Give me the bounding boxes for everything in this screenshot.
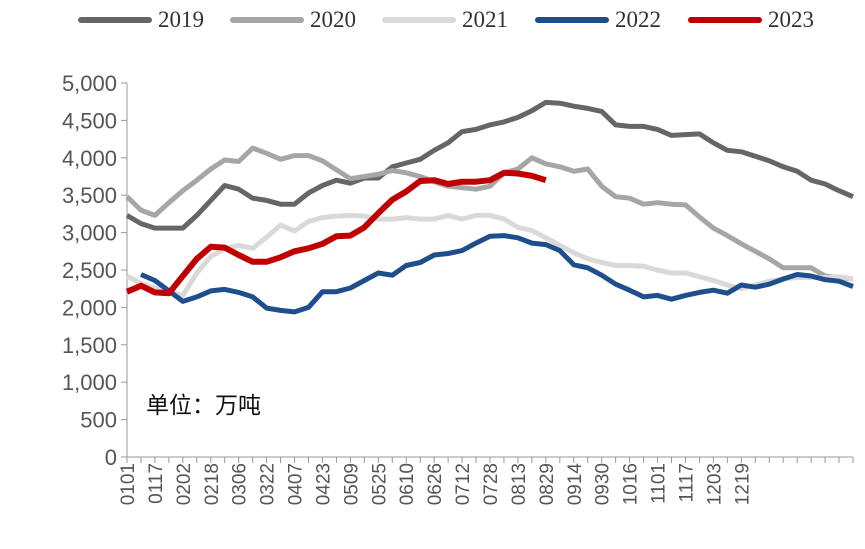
x-tick-label: 0930: [593, 463, 614, 505]
legend-label: 2023: [768, 7, 814, 32]
series-lines: [125, 99, 854, 315]
x-tick-label: 0202: [174, 463, 195, 505]
x-tick-label: 0117: [146, 463, 167, 504]
legend-label: 2020: [310, 7, 356, 32]
legend-swatch: [230, 17, 304, 23]
x-tick-label: 0914: [565, 463, 586, 506]
y-tick-label: 4,500: [62, 108, 117, 133]
y-tick-label: 4,000: [62, 146, 117, 171]
y-tick-label: 0: [105, 445, 117, 470]
y-tick-label: 1,000: [62, 370, 117, 395]
x-tick-label: 0610: [397, 463, 418, 505]
legend-item-2020: 2020: [230, 4, 356, 36]
legend-label: 2021: [462, 7, 508, 32]
x-tick-label: 0813: [509, 463, 530, 505]
legend-label: 2022: [615, 7, 661, 32]
y-tick-label: 2,500: [62, 258, 117, 283]
x-tick-label: 0101: [118, 463, 139, 505]
legend: 2019 2020 2021 2022 2023: [0, 4, 865, 36]
x-tick-label: 0509: [341, 463, 362, 505]
legend-swatch: [382, 17, 456, 23]
x-tick-label: 0423: [313, 463, 334, 505]
legend-item-2021: 2021: [382, 4, 508, 36]
x-tick-label: 1117: [676, 463, 697, 502]
x-tick-label: 0218: [202, 463, 223, 505]
legend-item-2022: 2022: [535, 4, 661, 36]
y-tick-label: 5,000: [62, 71, 117, 96]
axes: 0 500 1,000 1,500 2,000 2,500 3,000 3,500 4,000 4…: [62, 71, 854, 506]
legend-item-2023: 2023: [688, 4, 814, 36]
x-tick-label: 0712: [453, 463, 474, 505]
legend-swatch: [688, 17, 762, 23]
series-line-2022: [140, 233, 854, 315]
x-tick-label: 0322: [258, 463, 279, 505]
x-tick-label: 1101: [649, 463, 670, 504]
legend-swatch: [535, 17, 609, 23]
legend-item-2019: 2019: [78, 4, 204, 36]
series-line-2019: [125, 99, 854, 231]
unit-label: 单位：万吨: [146, 393, 261, 419]
x-tick-label: 0728: [481, 463, 502, 505]
x-tick-label: 0306: [230, 463, 251, 505]
x-tick-label: 0525: [369, 463, 390, 505]
series-line-2021: [125, 212, 854, 298]
x-tick-label: 1016: [621, 463, 642, 505]
x-tick-label: 0829: [537, 463, 558, 505]
y-tick-label: 3,500: [62, 183, 117, 208]
y-tick-label: 3,000: [62, 221, 117, 246]
series-line-2023: [125, 169, 547, 297]
legend-swatch: [78, 17, 152, 23]
legend-label: 2019: [158, 7, 204, 32]
y-tick-label: 1,500: [62, 333, 117, 358]
x-tick-label: 1219: [732, 463, 753, 505]
x-tick-label: 0626: [425, 463, 446, 505]
y-tick-label: 500: [80, 408, 117, 433]
x-tick-label: 1203: [704, 463, 725, 505]
y-tick-label: 2,000: [62, 295, 117, 320]
series-line-2020: [125, 145, 854, 282]
x-tick-label: 0407: [286, 463, 307, 505]
